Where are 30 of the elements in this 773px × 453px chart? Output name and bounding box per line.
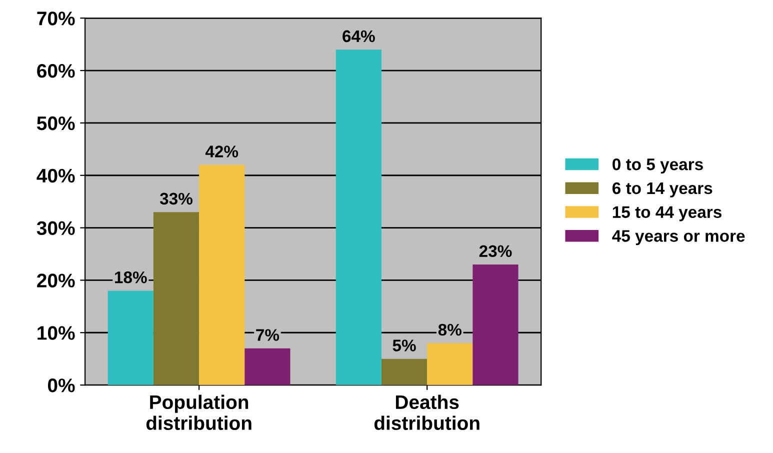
data-label: 5% (392, 340, 416, 352)
x-tick-label: Population distribution (146, 394, 252, 430)
data-label: 64% (342, 30, 375, 42)
bar (108, 290, 154, 386)
y-tick-label: 10% (38, 326, 75, 340)
legend-label: 6 to 14 years (612, 182, 712, 198)
data-label: 8% (438, 324, 462, 336)
data-label: 18% (115, 271, 147, 284)
legend-label: 0 to 5 years (612, 158, 703, 174)
y-tick-label: 40% (36, 168, 75, 183)
bar (472, 264, 518, 386)
y-tick-label: 20% (37, 274, 75, 288)
y-tick-label: 60% (37, 64, 75, 78)
y-tick-label: 30% (36, 221, 75, 236)
data-label: 42% (205, 146, 238, 158)
bar (199, 164, 245, 386)
data-label: 7% (256, 329, 280, 341)
legend-label: 45 years or more (612, 230, 745, 246)
data-label: 23% (479, 245, 512, 258)
data-label: 33% (160, 192, 192, 205)
y-tick-label: 50% (36, 116, 75, 130)
bar (381, 358, 428, 386)
bar (244, 348, 290, 386)
bar (153, 212, 200, 386)
y-tick-label: 0% (48, 378, 75, 392)
x-tick-label: Deaths distribution (374, 394, 480, 430)
y-tick-label: 70% (37, 12, 75, 26)
bar (336, 50, 382, 386)
bar (427, 343, 473, 386)
legend-label: 15 to 44 years (612, 206, 722, 222)
